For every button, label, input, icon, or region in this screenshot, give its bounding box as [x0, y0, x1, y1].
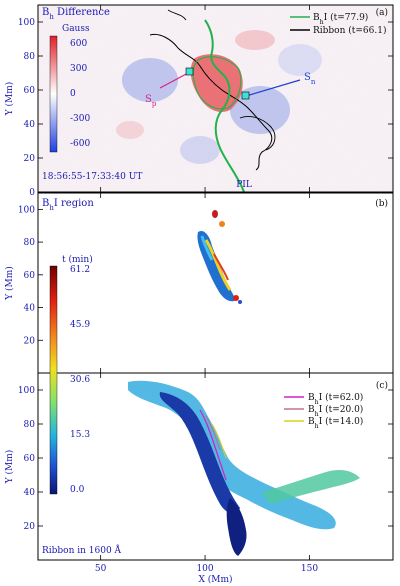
legend-c-text: BhI (t=20.0) — [308, 404, 363, 418]
sp-label: Sp — [145, 94, 157, 108]
pil-label: PIL — [236, 180, 252, 190]
panel-b — [37, 192, 394, 374]
ytick-label-b: 100 — [18, 205, 35, 215]
ytick-label-c: 100 — [18, 386, 35, 396]
xtick-label: 100 — [196, 564, 213, 574]
panel-c — [37, 372, 394, 561]
ylabel-b: Y (Mm) — [4, 266, 15, 301]
time-colorbar-title: t (min) — [62, 254, 93, 265]
time-colorbar — [49, 265, 58, 495]
gauss-tick-label: 300 — [70, 64, 87, 74]
time-tick-label: 15.3 — [70, 430, 90, 440]
ytick-label-b: 60 — [24, 271, 36, 281]
legend-c-text: BhI (t=14.0) — [308, 416, 363, 430]
xlabel: X (Mm) — [198, 574, 232, 585]
time-tick-label: 30.6 — [70, 375, 90, 385]
time-tick-label: 45.9 — [70, 320, 90, 330]
ytick-label-b: 40 — [24, 304, 36, 314]
panel-a-label: (a) — [376, 7, 388, 18]
ylabel-a: Y (Mm) — [4, 82, 15, 117]
panel-a — [37, 4, 394, 193]
time-tick-label: 61.2 — [70, 265, 90, 275]
ytick-label-a: 20 — [24, 154, 36, 164]
time-tick-label: 0.0 — [70, 485, 85, 495]
gauss-colorbar-title: Gauss — [62, 24, 90, 34]
ytick-label-a: 60 — [24, 86, 36, 96]
ytick-label-c: 20 — [24, 522, 36, 532]
ytick-label-b: 80 — [24, 238, 36, 248]
ytick-label-c: 80 — [24, 420, 36, 430]
xtick-label: 150 — [301, 564, 318, 574]
gauss-tick-label: 600 — [70, 39, 87, 49]
gauss-tick-label: 0 — [70, 89, 76, 99]
ytick-label-c: 60 — [24, 454, 36, 464]
sn-label: Sn — [304, 72, 316, 86]
ytick-label-a: 0 — [29, 188, 35, 198]
legend-a-text: Ribbon (t=66.1) — [313, 25, 386, 36]
gauss-colorbar — [49, 35, 58, 153]
pil-line — [204, 19, 245, 192]
panel-a-title: Bh Difference — [42, 7, 110, 21]
panel-b-label: (b) — [375, 198, 388, 209]
ytick-label-a: 100 — [18, 18, 35, 28]
ribbon-label: Ribbon in 1600 Å — [42, 544, 122, 556]
panel-b-title: BhI region — [42, 198, 94, 212]
legend-c-text: BhI (t=62.0) — [308, 392, 363, 406]
ytick-label-a: 40 — [24, 120, 36, 130]
gauss-tick-label: -300 — [70, 114, 90, 124]
ylabel-c: Y (Mm) — [4, 450, 15, 485]
ytick-label-a: 80 — [24, 52, 36, 62]
xtick-label: 50 — [95, 564, 107, 574]
ribbon-contour — [149, 33, 273, 171]
ytick-label-c: 40 — [24, 488, 36, 498]
gauss-tick-label: -600 — [70, 139, 90, 149]
ytick-label-b: 20 — [24, 336, 36, 346]
legend-a-text: BhI (t=77.9) — [313, 12, 368, 26]
timestamp: 18:56:55-17:33:40 UT — [42, 172, 142, 182]
panel-c-label: (c) — [376, 380, 388, 391]
